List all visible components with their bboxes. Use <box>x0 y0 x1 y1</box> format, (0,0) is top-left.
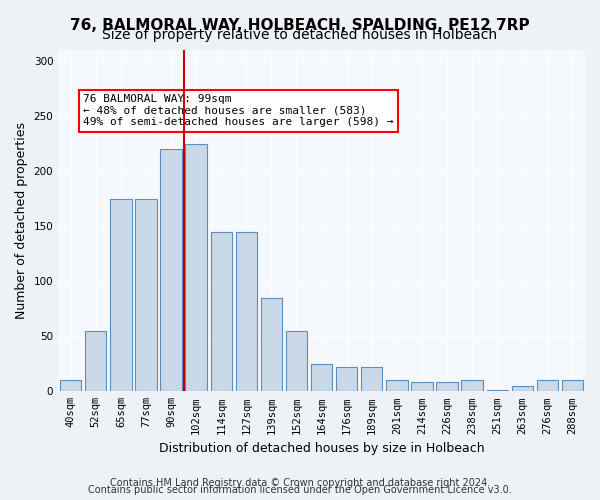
Bar <box>386 380 407 392</box>
Bar <box>261 298 282 392</box>
Bar <box>236 232 257 392</box>
Bar <box>411 382 433 392</box>
Text: Contains public sector information licensed under the Open Government Licence v3: Contains public sector information licen… <box>88 485 512 495</box>
Bar <box>361 367 382 392</box>
Bar <box>185 144 207 392</box>
Bar <box>487 390 508 392</box>
Bar <box>60 380 82 392</box>
Bar <box>436 382 458 392</box>
Text: 76, BALMORAL WAY, HOLBEACH, SPALDING, PE12 7RP: 76, BALMORAL WAY, HOLBEACH, SPALDING, PE… <box>70 18 530 32</box>
Text: 76 BALMORAL WAY: 99sqm
← 48% of detached houses are smaller (583)
49% of semi-de: 76 BALMORAL WAY: 99sqm ← 48% of detached… <box>83 94 394 127</box>
X-axis label: Distribution of detached houses by size in Holbeach: Distribution of detached houses by size … <box>159 442 484 455</box>
Bar <box>461 380 483 392</box>
Bar <box>110 198 131 392</box>
Bar <box>160 149 182 392</box>
Bar <box>286 331 307 392</box>
Bar <box>537 380 558 392</box>
Bar <box>311 364 332 392</box>
Bar <box>336 367 358 392</box>
Bar <box>562 380 583 392</box>
Bar <box>512 386 533 392</box>
Bar <box>211 232 232 392</box>
Text: Size of property relative to detached houses in Holbeach: Size of property relative to detached ho… <box>103 28 497 42</box>
Bar <box>136 198 157 392</box>
Bar <box>85 331 106 392</box>
Y-axis label: Number of detached properties: Number of detached properties <box>15 122 28 319</box>
Text: Contains HM Land Registry data © Crown copyright and database right 2024.: Contains HM Land Registry data © Crown c… <box>110 478 490 488</box>
